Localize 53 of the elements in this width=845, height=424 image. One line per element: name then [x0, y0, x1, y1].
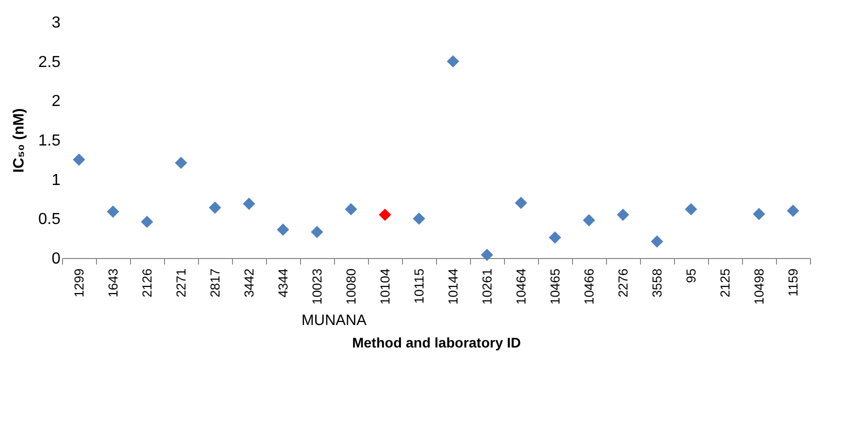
point	[310, 226, 324, 238]
y-axis-title: IC₅₀ (nM)	[10, 108, 28, 173]
x-tick-label: 2271	[174, 268, 188, 298]
x-tick-label: 10080	[344, 268, 358, 305]
y-tick-label: 1.5	[38, 132, 61, 150]
y-tick-label: 0.5	[38, 211, 61, 228]
x-tick-label: 10464	[514, 268, 528, 305]
x-tick-label: 4344	[276, 268, 290, 298]
point	[106, 205, 120, 218]
x-axis-title: Method and laboratory ID	[352, 334, 521, 351]
point	[412, 212, 426, 225]
point	[72, 154, 86, 166]
point	[446, 55, 460, 68]
x-tick-label: 95	[684, 268, 698, 283]
y-tick-label: 3	[52, 14, 61, 32]
x-tick-label: 3442	[242, 268, 256, 298]
point	[684, 203, 698, 216]
point	[276, 224, 290, 236]
point	[752, 208, 766, 220]
x-tick-label: 1643	[106, 268, 120, 298]
point	[786, 204, 800, 217]
x-tick-label: 2126	[140, 268, 154, 298]
x-tick-label: 2817	[208, 268, 222, 298]
x-tick-label: 10465	[548, 268, 562, 305]
y-tick-label: 2.5	[38, 54, 61, 71]
x-tick-label: 10115	[412, 268, 426, 304]
point	[344, 203, 358, 216]
y-tick-label: 1	[52, 172, 61, 189]
point	[242, 198, 256, 210]
point	[548, 231, 562, 244]
point	[616, 208, 630, 221]
x-tick-label: 10261	[480, 268, 494, 305]
point	[480, 248, 494, 261]
point	[650, 235, 664, 248]
point	[208, 202, 222, 214]
x-tick-label: 10466	[582, 268, 596, 305]
x-tick-label: 1299	[72, 268, 86, 298]
x-tick-label: 2125	[718, 268, 732, 298]
x-tick-label: 1159	[786, 268, 800, 296]
y-tick-label: 0	[52, 250, 61, 268]
x-tick-label: 10144	[446, 268, 460, 305]
x-tick-label: 10498	[752, 268, 766, 305]
text: MUNANA	[301, 312, 367, 329]
x-tick-label: 2276	[616, 268, 630, 298]
x-tick-label: 10023	[310, 268, 324, 305]
point	[140, 216, 154, 228]
point	[582, 214, 596, 226]
point	[378, 208, 392, 221]
x-tick-label: 3558	[650, 268, 664, 298]
point	[514, 196, 528, 210]
point	[174, 156, 188, 169]
y-tick-label: 2	[52, 93, 61, 110]
x-tick-label: 10104	[378, 268, 392, 305]
